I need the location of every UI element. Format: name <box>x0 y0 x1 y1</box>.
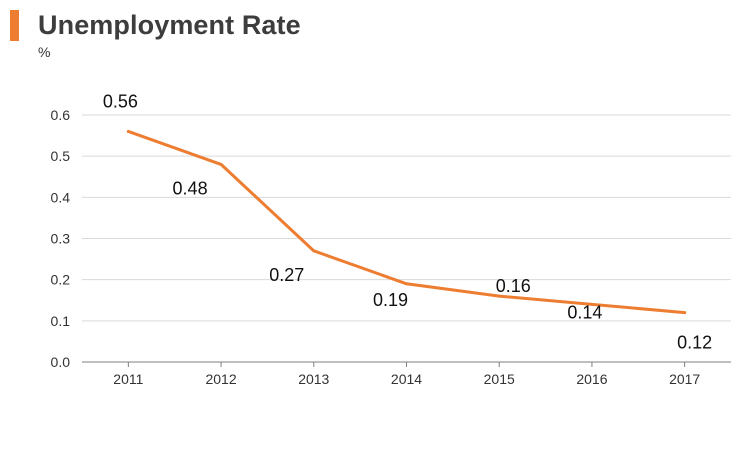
y-tick-label: 0.3 <box>51 231 71 247</box>
gridlines <box>82 114 731 322</box>
data-label: 0.14 <box>567 302 602 322</box>
data-point <box>405 282 408 286</box>
data-label: 0.56 <box>103 91 138 111</box>
x-tick-label: 2013 <box>298 371 329 387</box>
y-tick-label: 0.5 <box>51 148 71 164</box>
data-point <box>683 311 687 315</box>
chart-title: Unemployment Rate <box>38 10 301 40</box>
x-axis-ticks: 2011 2012 2013 2014 2015 2016 2017 <box>113 362 700 387</box>
x-tick-label: 2014 <box>391 371 422 387</box>
data-label: 0.12 <box>677 333 712 353</box>
y-tick-label: 0.2 <box>51 272 71 288</box>
data-label: 0.27 <box>269 265 304 285</box>
x-tick-label: 2011 <box>113 371 143 387</box>
unit-label: % <box>38 44 51 60</box>
data-label: 0.16 <box>496 276 531 296</box>
x-tick-label: 2017 <box>669 371 700 387</box>
x-tick-label: 2016 <box>576 371 607 387</box>
y-tick-label: 0.4 <box>51 189 71 205</box>
y-axis-ticks: 0.0 0.1 0.2 0.3 0.4 0.5 0.6 <box>51 107 71 370</box>
data-labels: 0.56 0.48 0.27 0.19 0.16 0.14 0.12 <box>103 91 712 352</box>
data-point <box>497 294 501 298</box>
data-point <box>312 249 316 253</box>
y-tick-label: 0.0 <box>51 354 71 370</box>
data-label: 0.19 <box>373 290 408 310</box>
title-accent-bar <box>10 10 19 41</box>
data-label: 0.48 <box>173 178 208 198</box>
y-tick-label: 0.6 <box>51 107 71 123</box>
y-tick-label: 0.1 <box>51 313 71 329</box>
series-line <box>126 129 687 315</box>
data-point <box>590 302 594 306</box>
data-point <box>126 129 130 133</box>
x-tick-label: 2012 <box>205 371 236 387</box>
data-point <box>219 162 223 166</box>
series <box>126 129 687 315</box>
x-tick-label: 2015 <box>484 371 515 387</box>
